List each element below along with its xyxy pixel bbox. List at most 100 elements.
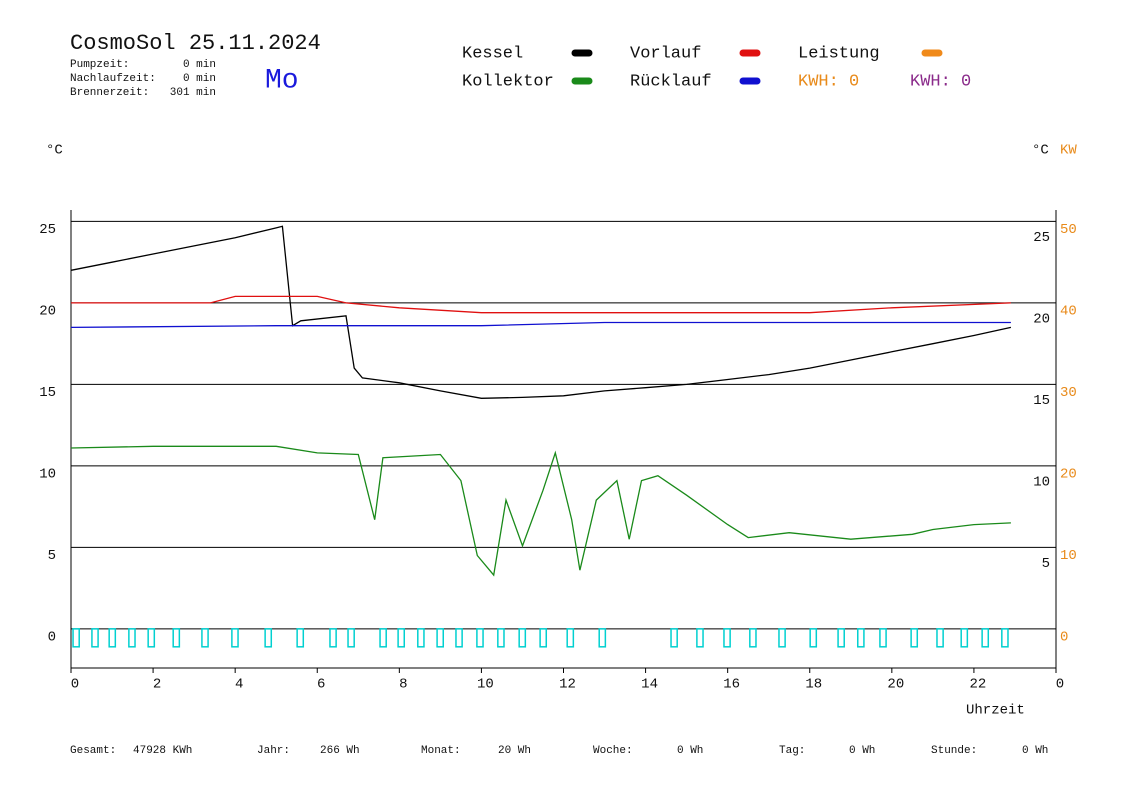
footer-value: 0 Wh <box>677 745 703 757</box>
pump-pulse <box>231 628 239 648</box>
x-tick-label: 14 <box>641 677 658 693</box>
series-line <box>70 445 1011 577</box>
pump-pulse <box>960 628 969 648</box>
x-tick-label: 12 <box>559 677 576 693</box>
pump-pulse <box>128 628 136 648</box>
y-right-tick-label: 20 <box>1033 312 1050 328</box>
y2-tick-label: 20 <box>1060 467 1077 483</box>
footer-label: Monat: <box>421 745 461 757</box>
footer-value: 47928 KWh <box>133 745 192 757</box>
x-tick-label: 16 <box>723 677 740 693</box>
pump-pulse <box>329 628 337 648</box>
pump-pulse <box>696 628 704 648</box>
pump-pulse <box>981 628 990 648</box>
pump-pulse <box>749 628 757 648</box>
y-right-tick-label: 5 <box>1042 556 1050 572</box>
footer-label: Tag: <box>779 745 805 757</box>
legend-label: Kollektor <box>462 72 554 91</box>
y-right-axis-label: °C <box>1032 143 1049 159</box>
series-line <box>70 225 1012 399</box>
stat-value: 301 min <box>170 87 216 99</box>
pump-pulse <box>91 628 99 648</box>
footer-label: Stunde: <box>931 745 977 757</box>
y-right-tick-label: 25 <box>1033 230 1050 246</box>
pump-pulse <box>566 628 575 648</box>
legend-label: Kessel <box>462 44 523 63</box>
pump-pulse <box>397 628 406 648</box>
pump-pulse <box>264 628 273 648</box>
y-right-tick-label: 10 <box>1033 475 1050 491</box>
series-line <box>71 295 1011 314</box>
pump-pulse <box>147 628 156 648</box>
pump-pulse <box>809 628 818 648</box>
y2-tick-label: 40 <box>1060 304 1077 320</box>
x-tick-label: 0 <box>71 677 79 693</box>
pump-pulse <box>598 628 607 648</box>
stat-label: Pumpzeit: <box>70 59 129 71</box>
pump-pulse <box>670 628 678 648</box>
weekday: Mo <box>265 65 299 96</box>
y-axis-label: °C <box>46 143 63 159</box>
x-tick-label: 2 <box>153 677 161 693</box>
pump-pulse <box>910 628 919 648</box>
x-tick-label: 22 <box>970 677 987 693</box>
y2-tick-label: 50 <box>1060 222 1077 238</box>
y2-tick-label: 0 <box>1060 630 1068 646</box>
x-tick-label: 4 <box>235 677 243 693</box>
footer-value: 0 Wh <box>1022 745 1048 757</box>
pump-pulse <box>379 628 387 648</box>
pump-pulse <box>455 628 463 648</box>
pump-pulse <box>778 628 786 648</box>
pump-pulse <box>837 628 845 648</box>
footer-value: 266 Wh <box>320 745 360 757</box>
pump-pulse <box>108 628 117 648</box>
pump-pulse <box>417 628 425 648</box>
legend-label: Rücklauf <box>630 72 712 91</box>
pump-pulse <box>201 628 209 648</box>
pump-pulse <box>936 628 944 648</box>
footer-label: Gesamt: <box>70 745 116 757</box>
pump-pulse <box>72 628 80 648</box>
y2-axis-label: KW <box>1060 143 1077 159</box>
chart-title: CosmoSol 25.11.2024 <box>70 31 321 56</box>
pump-pulse <box>497 628 505 648</box>
footer-value: 0 Wh <box>849 745 875 757</box>
x-tick-label: 18 <box>805 677 822 693</box>
y2-tick-label: 30 <box>1060 385 1077 401</box>
y-tick-label: 15 <box>39 385 56 401</box>
series-line <box>70 321 1011 329</box>
footer-value: 20 Wh <box>498 745 531 757</box>
x-tick-label: 20 <box>887 677 904 693</box>
y-tick-label: 5 <box>48 548 56 564</box>
x-tick-label: 8 <box>399 677 407 693</box>
pump-pulse <box>518 628 527 648</box>
kwh-label: KWH: 0 <box>910 72 971 91</box>
x-tick-label: 0 <box>1056 677 1064 693</box>
stat-label: Nachlaufzeit: <box>70 73 156 85</box>
pump-pulse <box>539 628 548 648</box>
x-tick-label: 6 <box>317 677 325 693</box>
pump-pulse <box>476 628 484 648</box>
pump-pulse <box>857 628 865 648</box>
stat-value: 0 min <box>183 59 216 71</box>
stat-label: Brennerzeit: <box>70 87 149 99</box>
pump-pulse <box>723 628 731 648</box>
footer-label: Jahr: <box>257 745 290 757</box>
pump-pulse <box>296 628 305 648</box>
pump-pulse <box>879 628 887 648</box>
y-tick-label: 25 <box>39 222 56 238</box>
pump-pulse <box>347 628 355 648</box>
x-tick-label: 10 <box>477 677 494 693</box>
legend-label: Vorlauf <box>630 44 701 63</box>
legend-label: Leistung <box>798 44 880 63</box>
stat-value: 0 min <box>183 73 216 85</box>
kwh-label: KWH: 0 <box>798 72 859 91</box>
pump-pulse <box>436 628 444 648</box>
footer-label: Woche: <box>593 745 633 757</box>
y-tick-label: 0 <box>48 630 56 646</box>
y-tick-label: 10 <box>39 467 56 483</box>
pump-pulse <box>172 628 181 648</box>
y-right-tick-label: 15 <box>1033 393 1050 409</box>
